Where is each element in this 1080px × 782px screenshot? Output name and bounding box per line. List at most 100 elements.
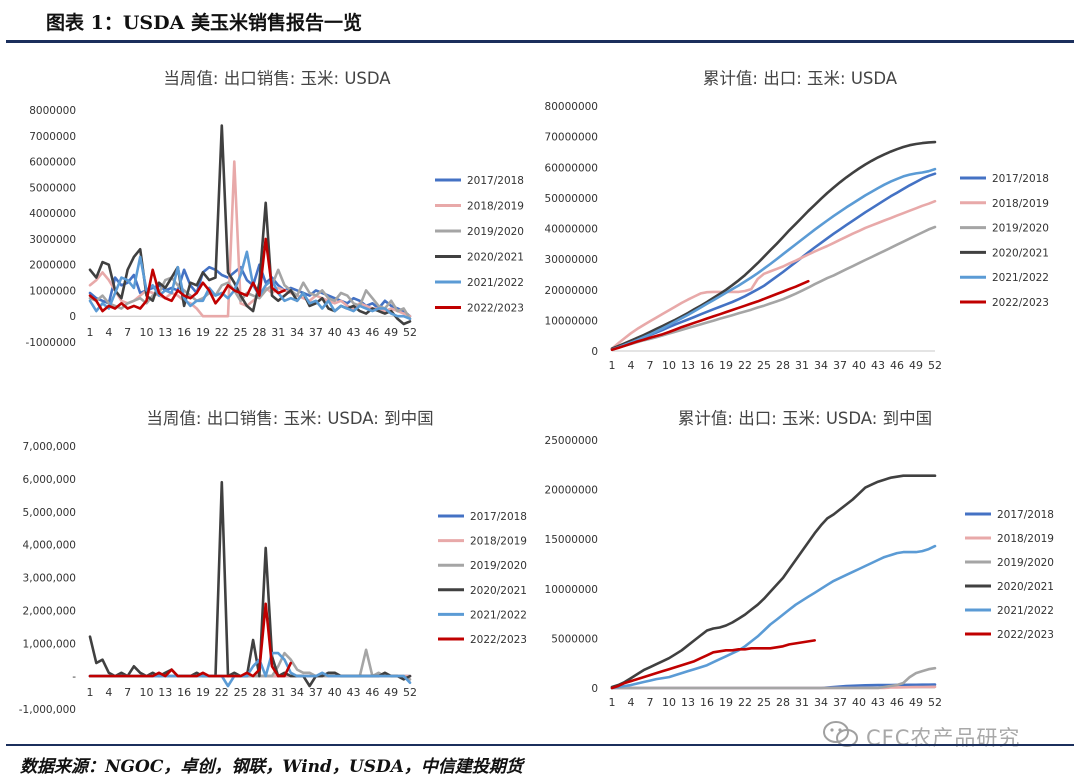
x-tick-label: 7: [647, 359, 654, 372]
y-tick-label: 1,000,000: [23, 638, 76, 650]
y-tick-label: 20000000: [545, 285, 598, 297]
legend-label: 2021/2022: [467, 277, 524, 289]
data-source-note: 数据来源：NGOC，卓创，钢联，Wind，USDA，中信建投期货: [20, 757, 523, 777]
x-tick-label: 40: [328, 326, 342, 339]
legend-label: 2017/2018: [467, 175, 524, 187]
header-divider: [6, 40, 1074, 43]
x-tick-label: 28: [776, 696, 790, 709]
x-tick-label: 49: [384, 326, 398, 339]
y-tick-label: 50000000: [545, 193, 598, 205]
x-tick-label: 52: [403, 686, 417, 699]
legend-label: 2019/2020: [997, 557, 1054, 569]
watermark-text: CFC农产品研究: [866, 726, 1021, 750]
chart-cumulative-exports-china: 累计值: 出口: 玉米: USDA: 到中国 0 5000000 10000000 15…: [540, 394, 1080, 734]
y-tick-label: 10000000: [545, 315, 598, 327]
x-tick-label: 34: [814, 696, 828, 709]
x-tick-label: 7: [124, 326, 131, 339]
chart-cumulative-exports: 累计值: 出口: 玉米: USDA 0 10000000 20000000 300000…: [540, 54, 1080, 394]
x-tick-label: 4: [105, 686, 112, 699]
legend-label: 2020/2021: [467, 252, 524, 264]
series-line: [88, 237, 286, 313]
chart-title: 当周值: 出口销售: 玉米: USDA: [163, 69, 391, 88]
legend-label: 2022/2023: [997, 629, 1054, 641]
x-tick-label: 16: [700, 696, 714, 709]
y-tick-label: 2,000,000: [23, 605, 76, 617]
x-tick-label: 28: [776, 359, 790, 372]
x-tick-label: 31: [271, 326, 285, 339]
series-line: [610, 279, 810, 352]
x-tick-label: 46: [890, 696, 904, 709]
series-line: [610, 639, 817, 690]
legend-label: 2022/2023: [992, 297, 1049, 309]
y-tick-label: 3000000: [29, 234, 76, 246]
x-tick-label: 40: [328, 686, 342, 699]
x-tick-label: 10: [662, 696, 676, 709]
series-line: [610, 172, 937, 351]
chart-weekly-sales-china: 当周值: 出口销售: 玉米: USDA: 到中国 -1,000,000-1,000…: [0, 394, 540, 734]
legend-label: 2019/2020: [467, 226, 524, 238]
page-title: 图表 1：USDA 美玉米销售报告一览: [46, 12, 362, 34]
legend-label: 2018/2019: [997, 533, 1054, 545]
chart-weekly-sales: 当周值: 出口销售: 玉米: USDA -1000000 0 1000000 20000…: [0, 54, 540, 394]
y-tick-label: 2000000: [29, 260, 76, 272]
x-tick-label: 1: [87, 686, 94, 699]
y-tick-label: -1000000: [25, 337, 76, 349]
x-tick-label: 1: [609, 696, 616, 709]
y-tick-label: 0: [591, 683, 598, 695]
y-tick-label: 40000000: [545, 224, 598, 236]
x-tick-label: 34: [290, 686, 304, 699]
x-tick-label: 16: [177, 686, 191, 699]
y-tick-label: 1000000: [29, 285, 76, 297]
legend-label: 2019/2020: [470, 560, 527, 572]
series-line: [610, 666, 937, 690]
x-tick-label: 4: [105, 326, 112, 339]
x-tick-label: 37: [833, 359, 847, 372]
x-tick-label: 46: [365, 686, 379, 699]
x-tick-label: 13: [681, 359, 695, 372]
legend-label: 2017/2018: [470, 511, 527, 523]
x-tick-label: 25: [757, 359, 771, 372]
x-tick-label: 22: [215, 326, 229, 339]
y-tick-label: 6000000: [29, 157, 76, 169]
y-tick-label: 20000000: [545, 485, 598, 497]
legend-label: 2017/2018: [997, 509, 1054, 521]
x-tick-label: 52: [928, 359, 942, 372]
x-tick-label: 40: [852, 696, 866, 709]
x-tick-label: 25: [234, 686, 248, 699]
wechat-icon: [823, 721, 858, 747]
series-line: [610, 474, 937, 689]
x-tick-label: 7: [124, 686, 131, 699]
series-line: [610, 544, 937, 690]
x-tick-label: 31: [795, 359, 809, 372]
x-tick-label: 49: [384, 686, 398, 699]
series-line: [610, 167, 937, 351]
y-tick-label: 5,000,000: [23, 507, 76, 519]
legend-label: 2020/2021: [992, 247, 1049, 259]
x-tick-label: 49: [909, 696, 923, 709]
x-tick-label: 31: [271, 686, 285, 699]
legend-label: 2018/2019: [470, 536, 527, 548]
series-line: [610, 140, 937, 350]
x-tick-label: 43: [871, 359, 885, 372]
x-tick-label: 52: [928, 696, 942, 709]
x-tick-label: 10: [139, 686, 153, 699]
y-tick-label: 10000000: [545, 584, 598, 596]
x-tick-label: 10: [662, 359, 676, 372]
x-tick-label: 28: [252, 686, 266, 699]
chart-canvas: 当周值: 出口销售: 玉米: USDA: 到中国-1,000,000-1,000…: [19, 409, 527, 716]
legend-label: 2017/2018: [992, 173, 1049, 185]
y-tick-label: -: [72, 671, 76, 683]
x-tick-label: 13: [158, 686, 172, 699]
x-tick-label: 16: [177, 326, 191, 339]
y-tick-label: 0: [591, 346, 598, 358]
y-tick-label: 7,000,000: [23, 441, 76, 453]
y-tick-label: 5000000: [29, 182, 76, 194]
x-tick-label: 13: [158, 326, 172, 339]
series-line: [88, 250, 412, 321]
y-tick-label: 80000000: [545, 101, 598, 113]
x-tick-label: 19: [719, 696, 733, 709]
series-line: [88, 480, 412, 688]
legend-label: 2019/2020: [992, 223, 1049, 235]
x-tick-label: 40: [852, 359, 866, 372]
legend-label: 2018/2019: [467, 201, 524, 213]
